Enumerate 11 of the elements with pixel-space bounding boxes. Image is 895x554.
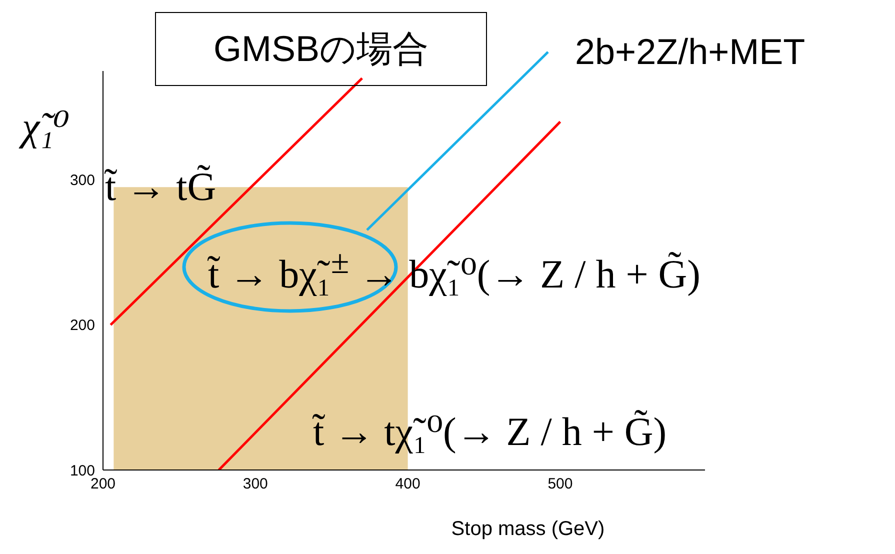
annotation: t̃ → tχ̃₁⁰(→ Z / h + G̃) bbox=[313, 408, 667, 456]
y-tick-label: 200 bbox=[70, 317, 95, 334]
chart-title: GMSBの場合 bbox=[155, 12, 487, 86]
annotation: t̃ → tG̃ bbox=[105, 163, 216, 211]
annotation: t̃ → bχ̃₁$^{±}$ → bχ̃₁⁰(→ Z / h + G̃) bbox=[208, 243, 700, 298]
x-tick-label: 300 bbox=[242, 476, 268, 493]
y-tick-label: 300 bbox=[70, 172, 95, 190]
x-tick-label: 400 bbox=[395, 476, 420, 493]
x-tick-label: 500 bbox=[548, 476, 573, 493]
x-axis-title: Stop mass (GeV) bbox=[450, 518, 606, 541]
annotation: 2b+2Z/h+MET bbox=[575, 30, 806, 74]
